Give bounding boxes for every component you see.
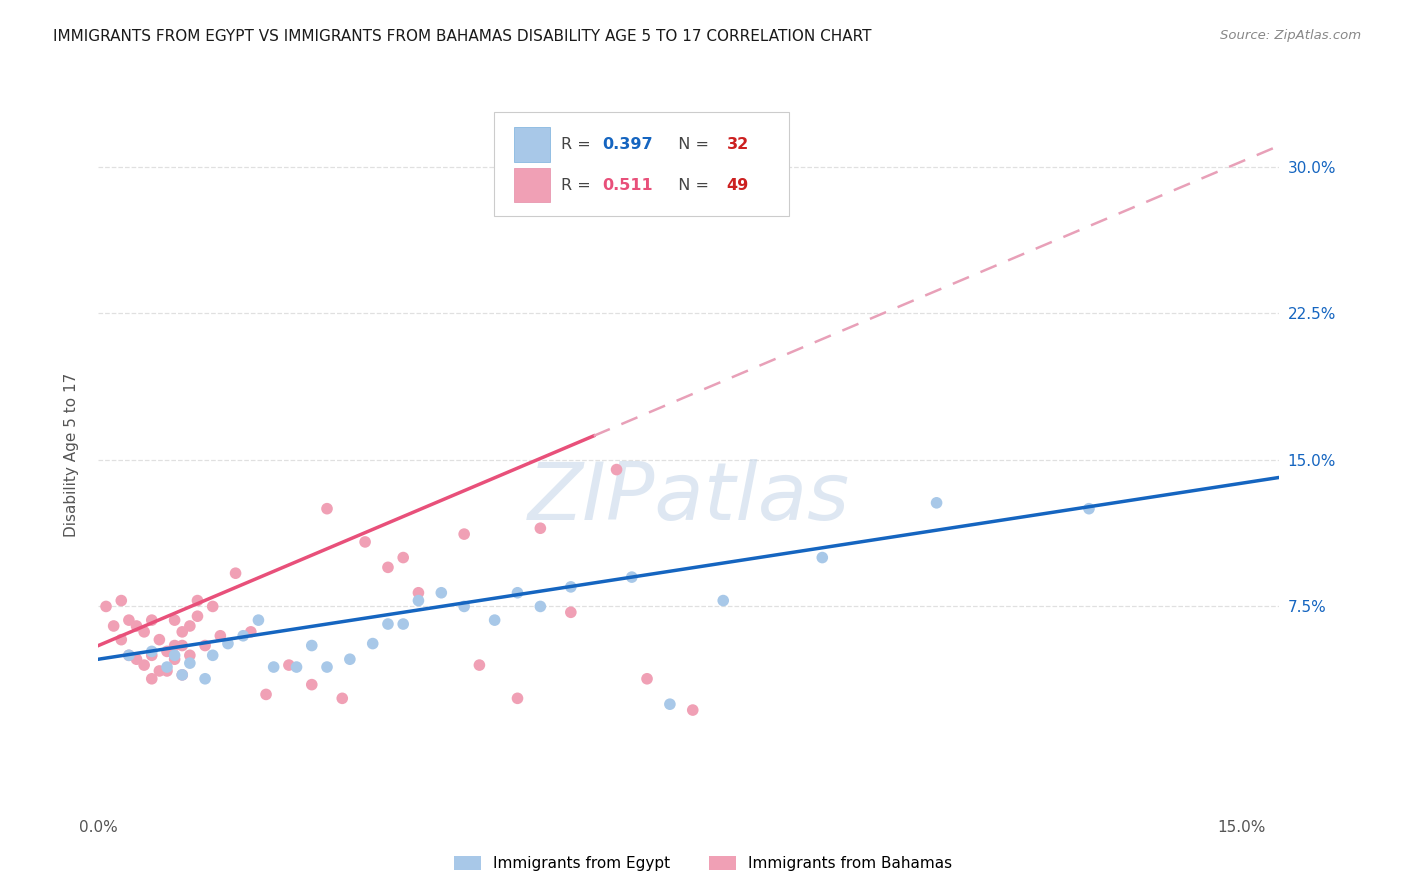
Text: 0.397: 0.397	[603, 137, 654, 152]
Point	[225, 566, 247, 581]
Point	[186, 593, 208, 607]
Point	[377, 560, 399, 574]
Point	[430, 586, 453, 600]
Point	[156, 660, 179, 674]
FancyBboxPatch shape	[515, 128, 550, 161]
Y-axis label: Disability Age 5 to 17: Disability Age 5 to 17	[65, 373, 79, 537]
Point	[194, 639, 217, 653]
Point	[392, 617, 415, 632]
Point	[316, 660, 339, 674]
Point	[377, 617, 399, 632]
Point	[239, 624, 262, 639]
Point	[484, 613, 506, 627]
Point	[301, 639, 323, 653]
Point	[209, 629, 232, 643]
Point	[172, 668, 194, 682]
Point	[179, 619, 201, 633]
Point	[682, 703, 704, 717]
Point	[194, 672, 217, 686]
Point	[636, 672, 658, 686]
Point	[392, 550, 415, 565]
Point	[141, 672, 163, 686]
Point	[232, 629, 254, 643]
Point	[811, 550, 834, 565]
Point	[468, 658, 491, 673]
Text: R =: R =	[561, 137, 596, 152]
Point	[118, 613, 141, 627]
Point	[529, 599, 551, 614]
Point	[118, 648, 141, 663]
Point	[179, 648, 201, 663]
Point	[103, 619, 125, 633]
Point	[134, 624, 156, 639]
Point	[263, 660, 285, 674]
Text: 49: 49	[727, 178, 749, 193]
Point	[277, 658, 299, 673]
Text: 0.511: 0.511	[603, 178, 654, 193]
Point	[408, 586, 430, 600]
Point	[529, 521, 551, 535]
Point	[172, 639, 194, 653]
Point	[163, 613, 186, 627]
Point	[172, 624, 194, 639]
Point	[1078, 501, 1101, 516]
Point	[506, 586, 529, 600]
Legend: Immigrants from Egypt, Immigrants from Bahamas: Immigrants from Egypt, Immigrants from B…	[447, 849, 959, 877]
Point	[254, 687, 277, 701]
Text: IMMIGRANTS FROM EGYPT VS IMMIGRANTS FROM BAHAMAS DISABILITY AGE 5 TO 17 CORRELAT: IMMIGRANTS FROM EGYPT VS IMMIGRANTS FROM…	[53, 29, 872, 44]
Point	[620, 570, 643, 584]
Point	[361, 637, 384, 651]
Point	[179, 656, 201, 670]
Point	[156, 664, 179, 678]
Point	[316, 501, 339, 516]
Point	[148, 632, 170, 647]
FancyBboxPatch shape	[515, 168, 550, 202]
Point	[94, 599, 117, 614]
Point	[201, 648, 224, 663]
Point	[658, 697, 681, 711]
Point	[339, 652, 361, 666]
Text: R =: R =	[561, 178, 602, 193]
Point	[560, 580, 582, 594]
Point	[301, 678, 323, 692]
Point	[141, 644, 163, 658]
Text: ZIPatlas: ZIPatlas	[527, 458, 851, 537]
Text: N =: N =	[668, 178, 714, 193]
Point	[330, 691, 353, 706]
Point	[247, 613, 270, 627]
Point	[125, 652, 148, 666]
Point	[110, 593, 132, 607]
Point	[118, 648, 141, 663]
Point	[163, 648, 186, 663]
Point	[408, 593, 430, 607]
Point	[711, 593, 734, 607]
Point	[506, 691, 529, 706]
Point	[354, 535, 377, 549]
Point	[453, 527, 475, 541]
Text: 32: 32	[727, 137, 749, 152]
Point	[172, 668, 194, 682]
Point	[560, 605, 582, 619]
Point	[125, 619, 148, 633]
Point	[141, 613, 163, 627]
FancyBboxPatch shape	[494, 112, 789, 216]
Point	[606, 462, 628, 476]
Point	[217, 637, 239, 651]
Text: Source: ZipAtlas.com: Source: ZipAtlas.com	[1220, 29, 1361, 42]
Point	[453, 599, 475, 614]
Point	[163, 652, 186, 666]
Point	[156, 644, 179, 658]
Point	[285, 660, 308, 674]
Text: N =: N =	[668, 137, 714, 152]
Point	[186, 609, 208, 624]
Point	[134, 658, 156, 673]
Point	[110, 632, 132, 647]
Point	[148, 664, 170, 678]
Point	[141, 648, 163, 663]
Point	[201, 599, 224, 614]
Point	[163, 639, 186, 653]
Point	[925, 496, 948, 510]
